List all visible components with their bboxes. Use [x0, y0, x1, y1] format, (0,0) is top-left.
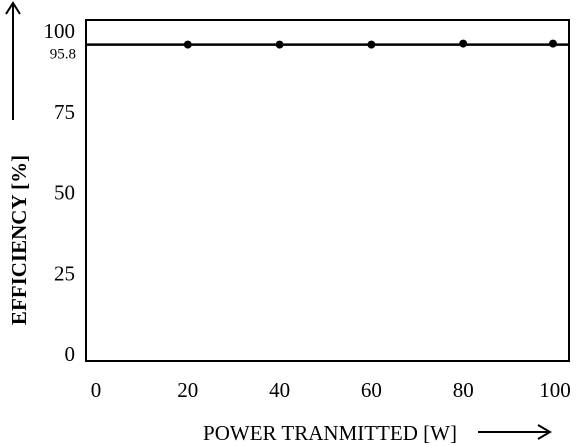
data-point [275, 40, 284, 49]
data-series [183, 39, 557, 49]
x-tick-label: 100 [539, 378, 571, 402]
y-tick-labels: 0 25 50 75 100 [44, 19, 76, 366]
x-tick-label: 80 [453, 378, 474, 402]
x-tick-label: 20 [177, 378, 198, 402]
x-axis-arrow [478, 424, 552, 440]
x-tick-label: 0 [91, 378, 102, 402]
y-tick-label: 75 [54, 100, 75, 124]
data-point [367, 40, 376, 49]
y-annotation-label: 95.8 [50, 47, 76, 63]
x-tick-labels: 0 20 40 60 80 100 [91, 378, 571, 402]
x-axis-label: POWER TRANMITTED [W] [203, 421, 457, 445]
plot-frame [85, 19, 570, 362]
y-axis-arrow [5, 1, 21, 120]
x-tick-label: 40 [269, 378, 290, 402]
y-axis-label: EFFICIENCY [%] [7, 155, 31, 325]
y-tick-label: 0 [65, 342, 76, 366]
y-tick-label: 25 [54, 261, 75, 285]
data-point [459, 39, 468, 48]
y-tick-label: 100 [44, 19, 76, 43]
x-tick-label: 60 [361, 378, 382, 402]
y-tick-label: 50 [54, 181, 75, 205]
data-point [183, 40, 192, 49]
data-point [549, 39, 557, 48]
